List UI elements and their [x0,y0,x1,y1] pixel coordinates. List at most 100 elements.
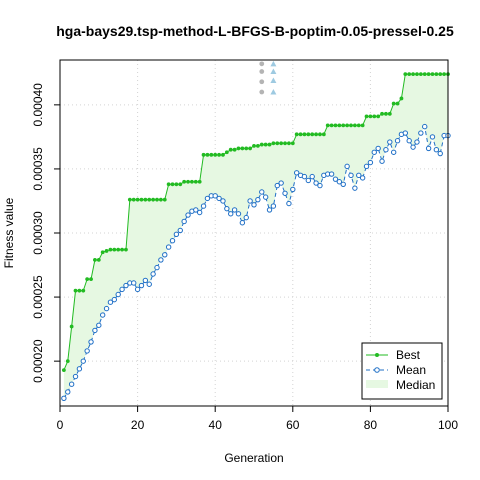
best-point [232,147,237,152]
mean-point [68,381,75,387]
best-point [174,182,179,187]
best-point [391,101,396,106]
best-point [411,72,415,76]
mean-point [410,144,416,150]
best-point [120,247,124,252]
y-tick-label: 0.00025 [31,275,45,319]
mean-point [251,202,257,208]
best-point [178,182,183,187]
best-point [372,114,377,119]
mean-point [224,205,230,212]
best-point [387,111,392,116]
best-point [108,247,113,252]
best-point [302,132,307,137]
mean-point [309,173,315,180]
best-point [360,123,365,128]
mean-point [84,348,90,354]
x-tick-label: 20 [131,418,145,432]
mean-point [111,296,118,303]
y-axis-ticks: 0.00020 0.00025 0.00030 0.00035 0.00040 [31,83,60,383]
best-point [224,150,229,155]
best-point [96,258,101,262]
best-point [69,324,74,329]
best-point [329,123,334,128]
mean-point [204,195,211,202]
best-point [61,368,66,373]
best-point [430,72,435,76]
best-point [116,247,121,252]
best-point [100,250,105,255]
mean-point [165,244,172,250]
best-outlier-point [259,61,265,67]
best-point [337,123,342,128]
mean-point [402,130,409,136]
best-point [259,142,264,147]
mean-point [437,150,443,157]
best-point [325,123,330,128]
best-point [236,146,241,151]
mean-point [146,281,152,287]
best-point [89,277,93,282]
mean-point [96,322,102,328]
mean-point [375,145,381,152]
mean-point [131,280,137,286]
best-point [73,288,78,293]
mean-point [344,163,350,170]
mean-point [243,214,249,221]
best-point [438,72,443,76]
x-tick-label: 40 [209,418,223,432]
mean-point [433,147,440,153]
mean-point [336,179,343,185]
best-point [376,114,381,119]
x-tick-label: 60 [286,418,300,432]
best-point [182,179,187,184]
mean-point [259,189,265,195]
mean-point [379,158,385,164]
mean-point [340,181,346,188]
mean-point [328,171,335,177]
mean-point [266,207,273,213]
best-point [77,288,82,293]
best-point [197,179,202,184]
mean-point [80,358,86,364]
best-point [104,249,109,253]
best-point [298,132,303,137]
mean-point [61,395,67,402]
chart-title: hga-bays29.tsp-method-L-BFGS-B-poptim-0.… [56,23,454,39]
mean-point [92,327,98,334]
mean-point [150,271,156,277]
legend-median-label: Median [396,378,435,392]
best-point [418,72,423,76]
mean-point [196,209,203,216]
mean-point [359,175,366,181]
best-point [139,197,144,202]
median-band [63,74,448,399]
best-point [380,111,384,116]
best-point [275,141,280,146]
mean-point [348,172,354,179]
best-point [93,258,97,262]
best-point [368,114,373,119]
mean-point [406,138,412,144]
mean-point [99,312,106,318]
best-point [283,141,287,146]
mean-point [239,220,246,226]
best-point [190,179,194,184]
mean-point [332,176,339,182]
best-point [352,123,357,128]
mean-line [63,125,448,399]
mean-point [235,211,242,217]
best-point [333,123,338,128]
best-point [252,143,256,148]
best-point [248,146,253,151]
best-point [287,141,291,146]
mean-point [162,252,168,258]
outlier-markers [259,60,277,95]
mean-point [193,207,199,213]
y-tick-label: 0.00030 [31,211,45,255]
mean-point [270,203,277,209]
mean-point [367,159,374,166]
mean-point [72,373,79,380]
best-point [271,141,276,146]
median-band-area [63,74,448,399]
